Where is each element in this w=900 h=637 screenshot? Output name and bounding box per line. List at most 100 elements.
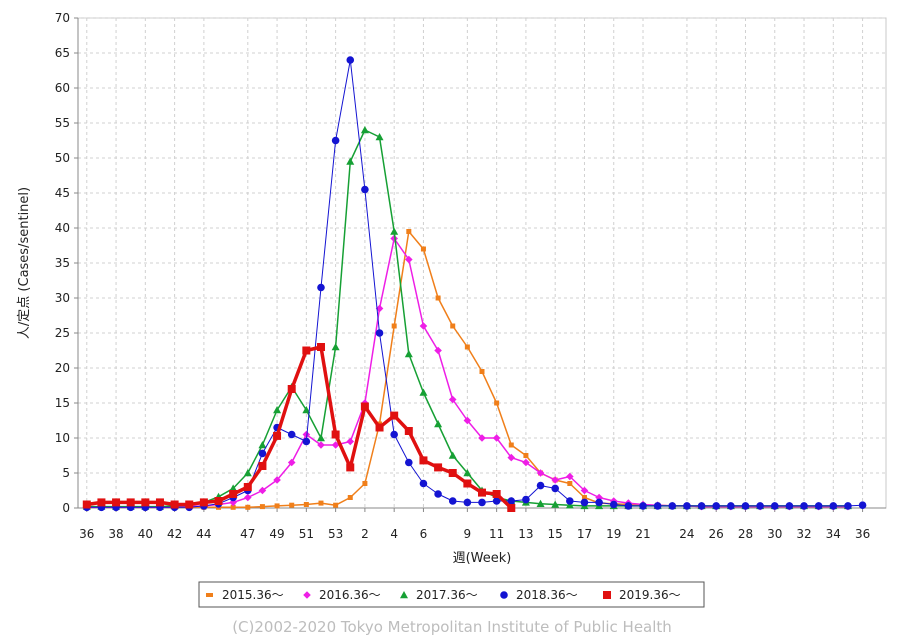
data-point [347,495,353,500]
data-point [390,234,398,243]
y-tick-label: 55 [55,116,70,130]
legend-label: 2018.36～ [516,588,578,602]
y-tick-label: 20 [55,361,70,375]
data-point [316,343,325,351]
data-point [492,497,501,505]
data-point [362,481,368,486]
data-point [404,350,413,358]
copyright-watermark: (C)2002-2020 Tokyo Metropolitan Institut… [232,618,672,636]
data-point [770,502,779,510]
data-point [434,490,442,498]
data-point [668,502,677,510]
grid-lines [78,17,886,508]
y-tick-label: 35 [55,256,70,270]
data-point [741,502,750,510]
x-tick-label: 32 [796,527,811,541]
data-point [639,502,647,510]
data-point [507,453,516,462]
data-point [302,346,311,355]
data-point [419,456,428,465]
data-point [507,497,516,505]
data-point [318,500,324,506]
data-point [507,504,516,512]
x-tick-label: 21 [635,527,650,541]
x-tick-label: 30 [767,527,782,541]
data-point [463,416,472,425]
x-axis-title: 週(Week) [453,551,512,566]
data-point [712,502,721,510]
data-point [230,504,236,510]
x-tick-label: 15 [548,527,563,541]
data-point [333,502,339,508]
data-point [331,136,340,145]
data-point [274,503,280,509]
data-point [551,500,560,508]
data-point [346,56,355,64]
data-point [346,157,355,165]
data-point [214,497,223,505]
data-point [199,498,208,507]
legend-label: 2017.36～ [416,588,478,602]
data-point [390,227,399,235]
legend-marker-square [206,593,213,597]
data-point [287,385,296,393]
data-point [258,486,267,495]
data-point [331,343,340,351]
data-point [243,469,252,477]
data-point [478,434,486,442]
data-point [316,434,325,442]
legend-marker-square [603,591,611,599]
data-point [450,323,456,329]
data-point [419,322,428,330]
data-point [448,469,457,477]
data-point [82,500,91,509]
data-point [287,430,296,439]
data-point [258,449,267,458]
data-point [492,490,501,498]
data-point [566,497,574,505]
data-point [346,463,355,472]
data-point [448,451,457,459]
data-point [478,488,486,497]
data-point [683,502,691,510]
data-point [536,481,545,490]
data-point [258,462,267,470]
y-tick-label: 40 [55,221,70,235]
data-point [580,486,589,495]
x-tick-label: 4 [390,527,398,541]
data-point [404,427,413,435]
x-tick-label: 44 [196,527,211,541]
x-tick-label: 36 [855,527,870,541]
data-point [580,498,589,507]
x-tick-label: 40 [138,527,153,541]
y-tick-label: 50 [55,151,70,165]
data-point [494,400,500,406]
data-point [112,498,121,507]
data-point [302,437,311,446]
data-point [463,498,472,507]
data-point [536,499,545,507]
y-tick-label: 60 [55,81,70,95]
x-tick-label: 38 [108,527,123,541]
data-point [785,502,794,510]
x-tick-label: 11 [489,527,504,541]
data-point [302,430,311,439]
legend-box [198,581,705,608]
data-point [858,501,867,510]
data-point [390,411,399,420]
data-point [434,463,443,472]
data-point [653,502,662,510]
y-tick-label: 65 [55,46,70,60]
data-point [624,502,633,510]
y-tick-label: 45 [55,186,70,200]
data-point [406,229,412,234]
x-tick-label: 6 [420,527,428,541]
data-point [141,498,150,507]
data-point [273,431,282,440]
data-point [581,495,587,500]
data-point [258,441,267,449]
data-point [375,329,384,337]
data-point [185,500,194,509]
